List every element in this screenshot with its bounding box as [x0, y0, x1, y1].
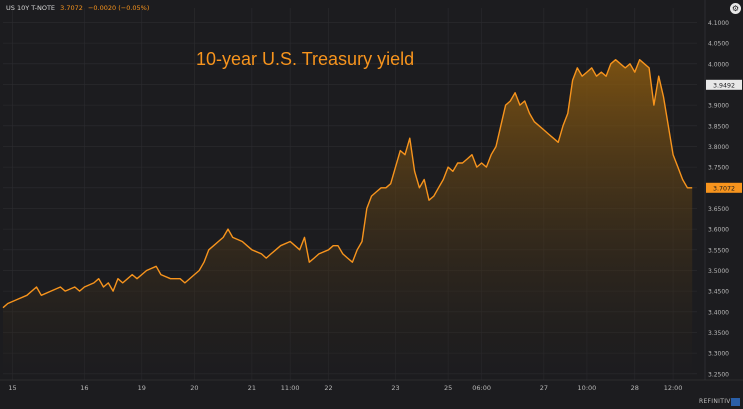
instrument-header: US 10Y T-NOTE 3.7072 −0.0020 (−0.05%)	[6, 4, 149, 12]
x-tick-label: 25	[444, 384, 452, 392]
y-tick-label: 3.9000	[708, 103, 729, 110]
y-tick-label: 3.8500	[708, 123, 729, 130]
y-tick-label: 4.0000	[708, 61, 729, 68]
y-tick-label: 3.6000	[708, 227, 729, 234]
last-value-badge-bg	[706, 182, 742, 193]
brand-name: REFINITIV	[699, 398, 731, 405]
x-tick-label: 06:00	[472, 384, 491, 392]
y-tick-label: 3.7500	[708, 165, 729, 172]
y-tick-label: 3.5500	[708, 247, 729, 254]
y-tick-label: 3.8000	[708, 144, 729, 151]
last-value-badge: 3.7072	[713, 185, 735, 192]
gear-icon[interactable]: ⚙	[730, 3, 741, 14]
x-tick-label: 11:00	[281, 384, 300, 392]
y-tick-label: 4.1000	[708, 20, 729, 27]
x-tick-label: 20	[190, 384, 198, 392]
y-tick-label: 3.2500	[708, 371, 729, 378]
y-tick-label: 3.6500	[708, 206, 729, 213]
last-price: 3.7072	[60, 4, 83, 12]
symbol-label: US 10Y T-NOTE	[6, 4, 56, 12]
x-tick-label: 22	[324, 384, 332, 392]
reference-value-badge-bg	[706, 79, 742, 90]
x-tick-label: 27	[540, 384, 548, 392]
x-tick-label: 23	[391, 384, 399, 392]
price-change: −0.0020 (−0.05%)	[87, 4, 150, 12]
y-tick-label: 3.4000	[708, 309, 729, 316]
y-tick-label: 3.3000	[708, 351, 729, 358]
y-tick-label: 4.0500	[708, 41, 729, 48]
yield-line	[2, 59, 693, 309]
refinitiv-logo-icon	[731, 398, 740, 406]
area-layer	[2, 59, 693, 380]
x-tick-label: 12:00	[664, 384, 683, 392]
x-tick-label: 28	[631, 384, 639, 392]
x-tick-label: 19	[138, 384, 146, 392]
y-tick-label: 3.5000	[708, 268, 729, 275]
x-axis: 15 16 19 20 21 11:00 22 23 25 06:00 27 10:00 28 12:00	[0, 379, 743, 392]
x-tick-label: 15	[8, 384, 16, 392]
x-tick-label: 10:00	[578, 384, 597, 392]
reference-value-badge: 3.9492	[713, 82, 735, 89]
y-tick-label: 3.3500	[708, 330, 729, 337]
x-tick-label: 21	[248, 384, 256, 392]
value-badges: 3.9492 3.7072	[706, 79, 742, 193]
chart-title: 10-year U.S. Treasury yield	[196, 49, 414, 69]
yield-area-fill	[3, 59, 693, 380]
x-tick-label: 16	[80, 384, 88, 392]
y-tick-label: 3.4500	[708, 289, 729, 296]
